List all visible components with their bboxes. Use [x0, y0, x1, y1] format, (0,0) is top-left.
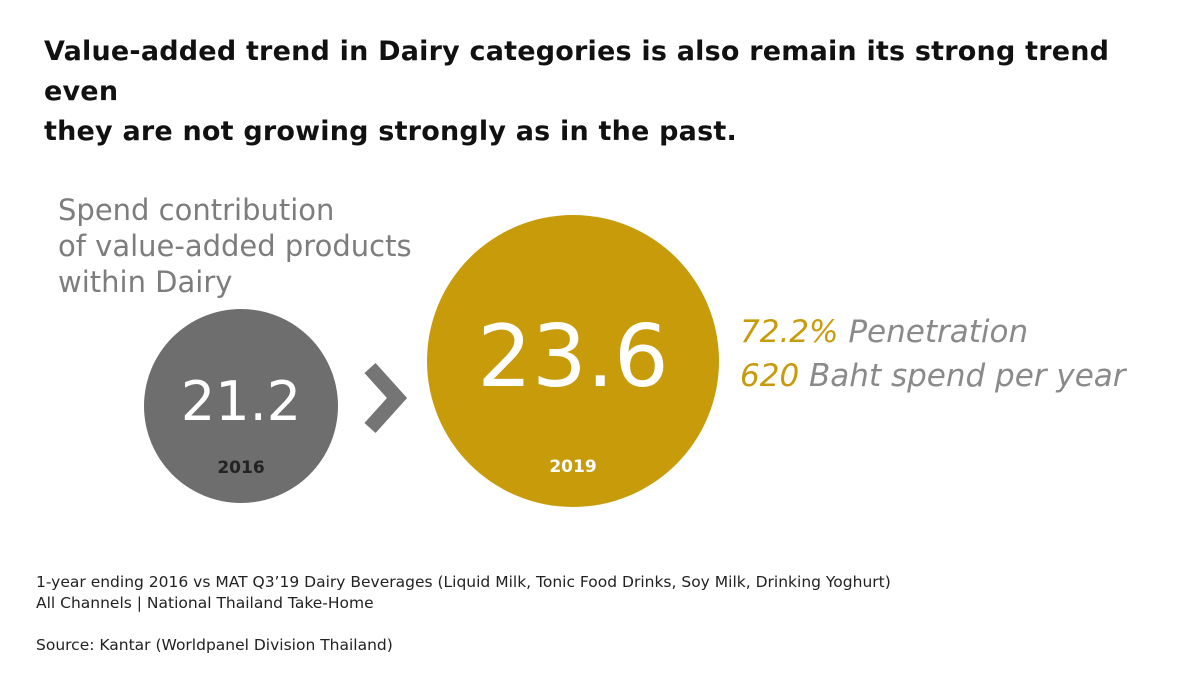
footnote-line-1: 1-year ending 2016 vs MAT Q3’19 Dairy Be… [36, 572, 1166, 593]
value-label-2016: 21.2 [181, 370, 301, 433]
penetration-metric: 72.2% Penetration [740, 310, 1126, 354]
footnote: 1-year ending 2016 vs MAT Q3’19 Dairy Be… [36, 572, 1166, 614]
value-label-2019: 23.6 [477, 307, 668, 407]
source-note: Source: Kantar (Worldpanel Division Thai… [36, 635, 393, 656]
spend-metric: 620 Baht spend per year [740, 354, 1126, 398]
chevron-right-icon [370, 368, 397, 428]
spend-value: 620 [740, 358, 799, 394]
year-label-2016: 2016 [217, 458, 264, 478]
year-label-2019: 2019 [549, 457, 596, 477]
penetration-value: 72.2% [740, 314, 838, 350]
spend-label: Baht spend per year [809, 358, 1126, 394]
penetration-label: Penetration [848, 314, 1028, 350]
metrics-block: 72.2% Penetration 620 Baht spend per yea… [740, 310, 1126, 398]
footnote-line-2: All Channels | National Thailand Take-Ho… [36, 593, 1166, 614]
